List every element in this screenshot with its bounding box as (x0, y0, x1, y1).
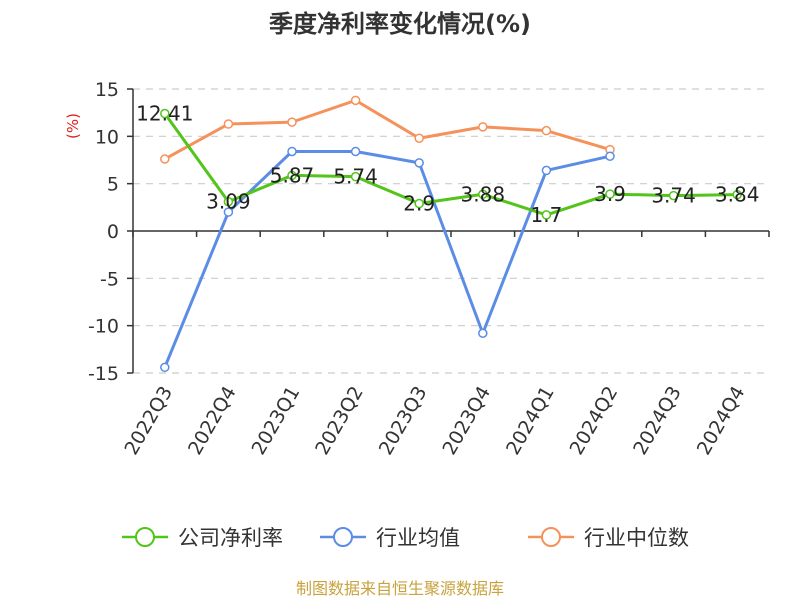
series-line-1 (163, 149, 611, 368)
x-tick-label-7: 2024Q2 (566, 383, 623, 459)
x-tick-label-0: 2022Q3 (120, 383, 177, 459)
data-label-3: 5.74 (333, 165, 378, 189)
y-tick-label-2: 5 (107, 174, 119, 196)
series-1-point-4 (414, 158, 424, 168)
data-source-note: 制图数据来自恒生聚源数据库 (296, 579, 504, 598)
legend-marker-1 (333, 527, 353, 547)
x-tick-label-3: 2023Q2 (311, 383, 368, 459)
series-0-point-5 (478, 189, 488, 200)
x-tick-label-6: 2024Q1 (502, 383, 559, 459)
data-label-5: 3.88 (461, 182, 506, 206)
series-0-point-9 (732, 189, 742, 200)
series-1 (160, 146, 615, 373)
series-1-point-1 (223, 207, 234, 217)
y-tick-label-3: 0 (107, 221, 119, 243)
y-tick-label-1: 10 (95, 126, 119, 148)
series-0-point-3 (350, 171, 361, 182)
series-2-point-0 (160, 154, 170, 164)
series-1-point-7 (605, 151, 615, 161)
series-1-point-5 (478, 328, 488, 338)
legend-marker-2 (541, 527, 561, 547)
legend-item-0: 公司净利率 (122, 526, 283, 550)
series-1-point-6 (541, 165, 552, 176)
data-label-6: 1.7 (530, 203, 562, 227)
data-label-4: 2.9 (403, 192, 435, 216)
chart-title: 季度净利率变化情况(%) (269, 10, 531, 38)
legend-item-1: 行业均值 (320, 526, 460, 550)
x-tick-label-8: 2024Q3 (629, 383, 686, 459)
series-0-point-7 (605, 189, 615, 199)
data-label-0: 12.41 (136, 102, 193, 126)
series-0-point-2 (287, 170, 297, 181)
data-label-9: 3.84 (715, 183, 760, 207)
series-0-point-8 (668, 190, 679, 201)
series-2-point-1 (223, 119, 234, 129)
x-tick-label-9: 2024Q4 (693, 383, 750, 459)
series-line-0 (163, 112, 738, 217)
series-2-point-3 (350, 95, 361, 106)
series-2-point-4 (414, 133, 424, 143)
series-0-point-4 (414, 198, 424, 209)
data-label-7: 3.9 (594, 182, 626, 206)
data-label-8: 3.74 (651, 184, 696, 208)
data-label-1: 3.09 (206, 190, 251, 214)
series-0 (160, 108, 742, 220)
y-tick-label-4: -5 (100, 268, 119, 290)
series-1-point-3 (350, 146, 361, 157)
series-2-point-6 (541, 125, 552, 136)
y-tick-label-0: 15 (95, 79, 119, 101)
series-2 (160, 95, 615, 164)
x-axis-ticks: 2022Q3 2022Q4 2023Q1 2023Q2 2023Q3 2023Q4 2024… (120, 383, 749, 459)
series-0-point-6 (541, 210, 552, 220)
legend-label-2: 行业中位数 (584, 526, 689, 550)
series-0-point-1 (223, 196, 234, 207)
y-tick-label-6: -15 (88, 363, 119, 385)
series-2-point-2 (287, 117, 297, 127)
legend-label-0: 公司净利率 (178, 526, 283, 550)
legend-label-1: 行业均值 (376, 526, 460, 550)
series-1-point-2 (287, 146, 297, 157)
grid-lines (133, 88, 769, 374)
series-line-2 (164, 98, 611, 161)
series-2-point-5 (478, 122, 488, 132)
legend-marker-0 (135, 527, 155, 547)
legend: 公司净利率 行业均值 行业中位数 (122, 526, 689, 550)
series-1-point-0 (160, 362, 170, 373)
x-tick-label-5: 2023Q4 (438, 383, 495, 459)
series-0-point-0 (160, 108, 170, 119)
legend-item-2: 行业中位数 (528, 526, 689, 550)
series-lines (160, 95, 742, 373)
y-axis-unit: (%) (64, 113, 82, 139)
y-tick-label-5: -10 (88, 316, 119, 338)
y-axis-ticks: 15 10 5 0 -5 -10 -15 (88, 79, 119, 385)
data-labels: 12.41 3.09 5.87 5.74 2.9 3.88 1.7 3.9 3.74 3.84 (136, 102, 759, 227)
x-tick-label-1: 2022Q4 (184, 383, 241, 459)
data-label-2: 5.87 (270, 163, 315, 187)
axes (127, 88, 770, 374)
x-tick-label-2: 2023Q1 (248, 383, 305, 459)
x-tick-label-4: 2023Q3 (375, 383, 432, 459)
